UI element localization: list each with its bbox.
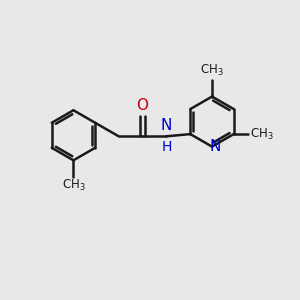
Text: N: N <box>161 118 172 134</box>
Text: CH$_3$: CH$_3$ <box>200 63 224 78</box>
Text: CH$_3$: CH$_3$ <box>250 127 274 142</box>
Text: O: O <box>136 98 148 113</box>
Text: H: H <box>161 140 172 154</box>
Text: N: N <box>210 139 221 154</box>
Text: CH$_3$: CH$_3$ <box>61 178 85 193</box>
